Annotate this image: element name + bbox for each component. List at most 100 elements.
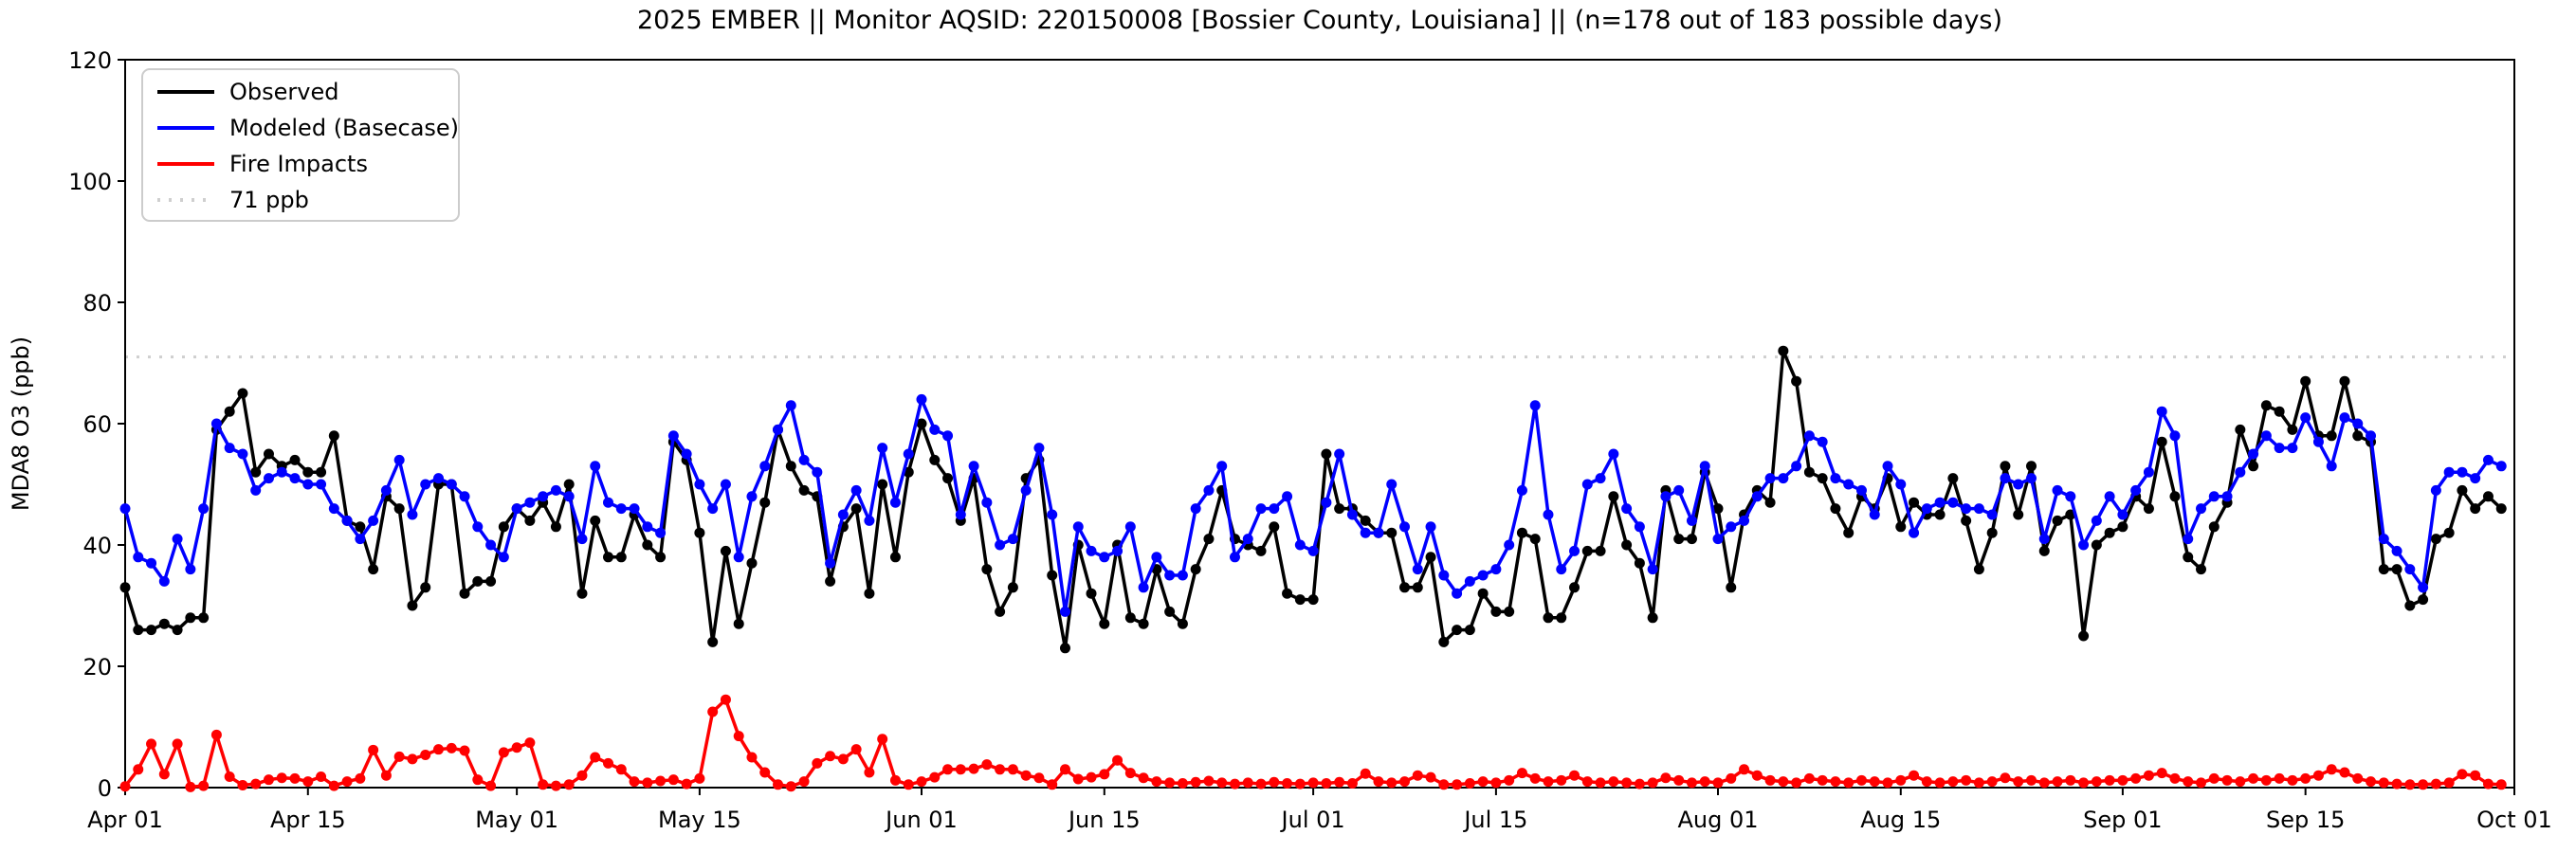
data-point-observed [1477, 588, 1489, 599]
data-point-fire-impacts [1269, 776, 1280, 788]
data-point-modeled-basecase [210, 418, 222, 429]
x-tick-label: Jun 01 [884, 807, 958, 833]
data-point-modeled-basecase [2078, 539, 2090, 551]
data-point-fire-impacts [798, 776, 810, 788]
data-point-fire-impacts [1556, 774, 1567, 786]
data-point-fire-impacts [667, 774, 679, 786]
data-point-observed [119, 582, 131, 593]
data-point-modeled-basecase [2091, 515, 2102, 526]
data-point-fire-impacts [955, 764, 966, 775]
data-point-fire-impacts [538, 779, 549, 790]
data-point-modeled-basecase [2117, 509, 2128, 520]
data-point-modeled-basecase [1882, 461, 1893, 472]
data-point-fire-impacts [746, 752, 758, 763]
data-point-fire-impacts [642, 777, 653, 789]
legend-box [141, 68, 460, 222]
data-point-observed [1791, 375, 1802, 387]
data-point-modeled-basecase [1124, 521, 1136, 533]
data-point-observed [733, 618, 744, 629]
data-point-modeled-basecase [224, 443, 235, 454]
data-point-fire-impacts [1242, 777, 1253, 789]
data-point-fire-impacts [1660, 772, 1672, 784]
data-point-fire-impacts [2260, 774, 2272, 786]
data-point-modeled-basecase [955, 509, 966, 520]
data-point-modeled-basecase [812, 466, 823, 478]
data-point-observed [1334, 503, 1345, 515]
data-point-modeled-basecase [773, 424, 784, 435]
data-point-observed [2260, 400, 2272, 411]
data-point-modeled-basecase [380, 484, 392, 496]
data-point-observed [694, 527, 705, 538]
series-markers-observed [119, 345, 2507, 654]
data-point-modeled-basecase [276, 466, 287, 478]
data-point-fire-impacts [1216, 777, 1228, 789]
data-point-modeled-basecase [316, 479, 327, 490]
data-point-fire-impacts [1882, 777, 1893, 789]
data-point-modeled-basecase [1817, 436, 1828, 447]
data-point-observed [2404, 600, 2416, 611]
data-point-fire-impacts [1764, 774, 1776, 786]
data-point-modeled-basecase [2156, 406, 2167, 417]
data-point-fire-impacts [1712, 777, 1724, 789]
data-point-fire-impacts [237, 779, 248, 790]
data-point-modeled-basecase [1778, 473, 1789, 484]
data-point-observed [224, 406, 235, 417]
data-point-observed [420, 582, 431, 593]
data-point-fire-impacts [1477, 776, 1489, 788]
data-point-modeled-basecase [2300, 412, 2311, 424]
data-point-fire-impacts [2156, 768, 2167, 779]
data-point-fire-impacts [289, 772, 301, 784]
data-point-observed [798, 484, 810, 496]
data-point-modeled-basecase [2104, 491, 2115, 502]
data-point-modeled-basecase [158, 575, 170, 587]
data-point-observed [2352, 430, 2364, 442]
y-tick-label: 100 [68, 169, 112, 195]
data-point-modeled-basecase [1673, 484, 1685, 496]
data-point-fire-impacts [1504, 774, 1515, 786]
data-point-fire-impacts [368, 744, 379, 755]
data-point-fire-impacts [1307, 777, 1319, 789]
x-tick-label: Aug 01 [1677, 807, 1758, 833]
data-point-fire-impacts [119, 781, 131, 792]
data-point-fire-impacts [837, 753, 849, 765]
data-point-fire-impacts [1909, 770, 1920, 781]
data-point-modeled-basecase [916, 393, 927, 405]
data-point-observed [2091, 539, 2102, 551]
data-point-observed [172, 625, 183, 636]
data-point-observed [2274, 406, 2285, 417]
data-point-fire-impacts [968, 763, 979, 774]
data-point-modeled-basecase [250, 484, 262, 496]
data-point-fire-impacts [2339, 767, 2350, 778]
x-tick-label: May 01 [475, 807, 558, 833]
data-point-modeled-basecase [1830, 473, 1841, 484]
data-point-fire-impacts [773, 779, 784, 790]
data-point-modeled-basecase [146, 557, 157, 569]
plot-border [124, 59, 2515, 789]
data-point-observed [2339, 375, 2350, 387]
data-point-observed [2000, 461, 2011, 472]
data-point-observed [485, 575, 497, 587]
data-point-modeled-basecase [850, 484, 862, 496]
data-point-observed [563, 479, 575, 490]
data-point-observed [1712, 503, 1724, 515]
data-point-modeled-basecase [1726, 521, 1737, 533]
data-point-fire-impacts [2443, 777, 2455, 789]
data-point-fire-impacts [1621, 777, 1633, 789]
data-point-fire-impacts [2326, 764, 2337, 775]
data-point-fire-impacts [550, 780, 561, 791]
data-point-modeled-basecase [929, 424, 941, 435]
data-point-modeled-basecase [1164, 570, 1176, 581]
data-point-modeled-basecase [2065, 491, 2076, 502]
data-point-observed [1269, 521, 1280, 533]
x-tick-label: Apr 15 [270, 807, 346, 833]
data-point-observed [1947, 473, 1959, 484]
data-point-fire-impacts [681, 778, 692, 789]
data-point-observed [1490, 606, 1502, 617]
data-point-modeled-basecase [1686, 515, 1697, 526]
data-point-fire-impacts [2000, 772, 2011, 784]
data-point-modeled-basecase [1059, 606, 1070, 617]
data-point-modeled-basecase [1282, 491, 1293, 502]
data-point-modeled-basecase [498, 552, 509, 563]
data-point-fire-impacts [2104, 774, 2115, 786]
data-point-observed [785, 461, 796, 472]
